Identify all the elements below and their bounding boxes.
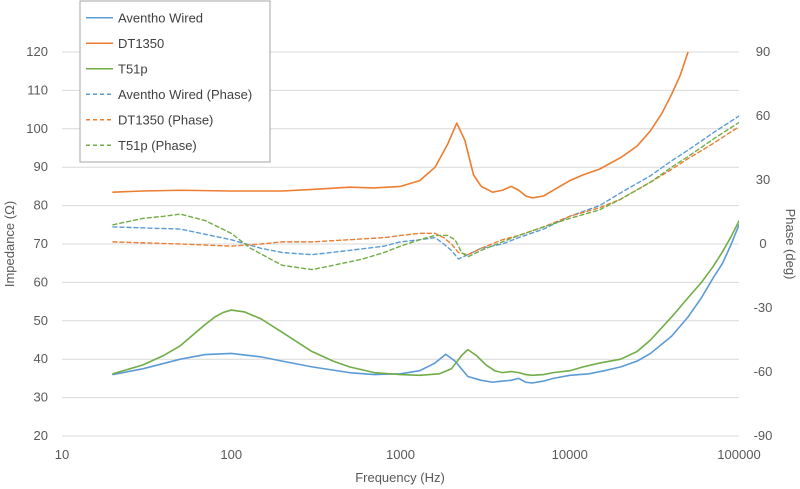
y-left-tick-label: 100 <box>26 121 48 136</box>
x-tick-label: 1000 <box>386 447 415 462</box>
series-line-2 <box>112 52 689 199</box>
y-left-tick-label: 30 <box>34 390 48 405</box>
series-line-1 <box>112 224 739 384</box>
x-tick-label: 10 <box>55 447 69 462</box>
legend-label: T51p <box>118 61 148 76</box>
y-right-tick-label: 0 <box>759 236 766 251</box>
y-left-tick-label: 120 <box>26 44 48 59</box>
y-left-tick-label: 90 <box>34 159 48 174</box>
legend-label: DT1350 (Phase) <box>118 112 213 127</box>
y-right-tick-label: 30 <box>756 172 770 187</box>
y-axis-left-title: Impedance (Ω) <box>2 201 17 287</box>
y-left-tick-label: 110 <box>27 82 48 97</box>
legend-label: Aventho Wired (Phase) <box>118 87 252 102</box>
legend-box <box>79 0 271 163</box>
y-left-tick-label: 60 <box>34 274 48 289</box>
y-right-tick-label: 90 <box>756 44 770 59</box>
y-right-tick-label: -90 <box>754 428 773 443</box>
series-line-6 <box>112 121 739 271</box>
series-line-4 <box>112 115 739 260</box>
y-right-tick-label: -30 <box>754 300 773 315</box>
legend: Aventho Wired DT1350 T51p Aventho Wired (Ph… <box>79 0 271 163</box>
y-left-tick-label: 20 <box>34 428 48 443</box>
series-line-3 <box>112 220 739 377</box>
x-tick-label: 10000 <box>552 447 588 462</box>
legend-label: T51p (Phase) <box>118 138 197 153</box>
y-left-tick-label: 50 <box>34 313 48 328</box>
y-left-tick-label: 40 <box>34 351 48 366</box>
tick-labels: 20 30 40 50 60 70 80 90 100 110 120 -90 -60 -30 0 30 60 9… <box>26 44 772 462</box>
y-right-tick-label: -60 <box>754 364 773 379</box>
y-axis-right-title: Phase (deg) <box>783 209 798 280</box>
legend-label: DT1350 <box>118 36 164 51</box>
series-layer <box>112 52 739 384</box>
x-tick-label: 100 <box>220 447 242 462</box>
legend-label: Aventho Wired <box>118 10 203 25</box>
y-right-tick-label: 60 <box>756 108 770 123</box>
x-axis-title: Frequency (Hz) <box>355 470 445 485</box>
y-left-tick-label: 70 <box>34 236 48 251</box>
y-left-tick-label: 80 <box>34 198 48 213</box>
x-tick-label: 100000 <box>717 447 760 462</box>
